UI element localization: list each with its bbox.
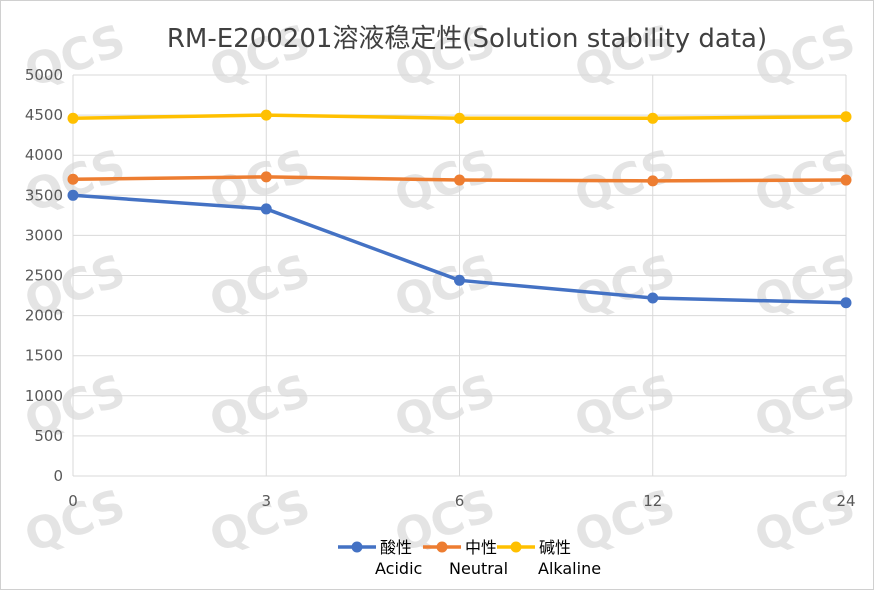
chart-title: RM-E200201溶液稳定性(Solution stability data)	[167, 24, 767, 54]
x-tick-label: 3	[261, 492, 271, 510]
legend: 酸性 Acidic 中性 Neutral 碱性 Alkaline	[338, 538, 601, 578]
legend-sublabel: Acidic	[375, 559, 422, 578]
watermark-text: QCS	[748, 365, 861, 448]
legend-label: 酸性	[380, 538, 412, 557]
data-point	[840, 174, 852, 186]
legend-marker	[351, 541, 363, 553]
data-point	[647, 175, 659, 187]
data-point	[454, 274, 465, 286]
watermark-text: QCS	[203, 480, 316, 563]
legend-sublabel: Alkaline	[538, 559, 601, 578]
x-tick-label: 12	[643, 492, 662, 510]
data-point	[647, 112, 659, 124]
y-tick-label: 4500	[25, 106, 63, 124]
watermark-text: QCS	[388, 365, 501, 448]
legend-marker	[510, 541, 522, 553]
data-point	[454, 174, 465, 186]
legend-label: 碱性	[539, 538, 571, 557]
watermark-text: QCS	[203, 140, 316, 223]
data-point	[67, 112, 79, 124]
data-point	[260, 171, 272, 183]
watermark-text: QCS	[568, 365, 681, 448]
y-tick-label: 2500	[25, 267, 63, 285]
data-point	[840, 297, 852, 309]
y-tick-label: 3000	[25, 226, 63, 244]
data-point	[840, 111, 852, 123]
x-tick-label: 24	[836, 492, 855, 510]
y-tick-label: 1000	[25, 387, 63, 405]
x-axis-ticks: 0 3 6 12 24	[68, 492, 855, 510]
data-point	[260, 109, 272, 121]
y-tick-label: 2000	[25, 307, 63, 325]
data-point	[454, 112, 465, 124]
watermark-text: QCS	[568, 480, 681, 563]
x-tick-label: 0	[68, 492, 78, 510]
watermark-text: QCS	[203, 365, 316, 448]
y-tick-label: 0	[53, 467, 63, 485]
y-tick-label: 1500	[25, 347, 63, 365]
y-tick-label: 3500	[25, 186, 63, 204]
legend-marker	[436, 541, 448, 553]
y-axis-ticks: 0 500 1000 1500 2000 2500 3000 3500 4000 4500 5000	[25, 66, 63, 485]
watermark-text: QCS	[18, 15, 131, 98]
y-tick-label: 5000	[25, 66, 63, 84]
legend-label: 中性	[465, 538, 497, 557]
data-point	[67, 189, 79, 201]
y-tick-label: 4000	[25, 146, 63, 164]
legend-sublabel: Neutral	[449, 559, 508, 578]
data-point	[647, 292, 659, 304]
data-point	[67, 173, 79, 185]
data-point	[260, 203, 272, 215]
series-layer	[67, 109, 852, 309]
x-tick-label: 6	[455, 492, 465, 510]
y-tick-label: 500	[34, 427, 63, 445]
